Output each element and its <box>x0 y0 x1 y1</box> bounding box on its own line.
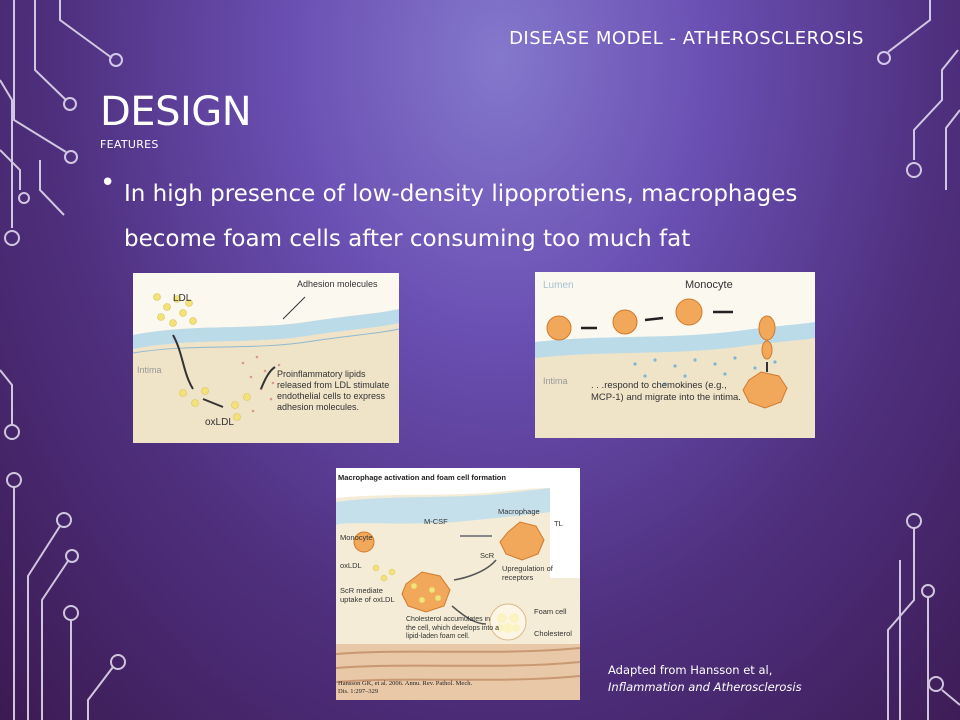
ldl-label: LDL <box>173 293 192 304</box>
monocyte-label-3: Monocyte <box>340 533 373 542</box>
monocyte-label: Monocyte <box>685 279 733 291</box>
oxldl-label-3: oxLDL <box>340 561 362 570</box>
slide-header: DISEASE MODEL - ATHEROSCLEROSIS <box>509 28 864 49</box>
oxldl-label: oxLDL <box>205 417 234 428</box>
macrophage-label: Macrophage <box>498 507 540 516</box>
figure-foam-cell-formation: Macrophage activation and foam cell form… <box>336 468 580 700</box>
intima-label-2: Intima <box>543 376 568 386</box>
upregulation-label: Upregulation of receptors <box>502 564 553 582</box>
figure1-caption: Proinflammatory lipids released from LDL… <box>277 369 390 412</box>
slide-subtitle: FEATURES <box>100 138 159 151</box>
bullet-icon: • <box>100 168 116 198</box>
tl-label: TL <box>554 519 563 528</box>
bullet-text: In high presence of low-density lipoprot… <box>124 181 798 252</box>
scr-mediate-label: ScR mediate uptake of oxLDL <box>340 586 395 604</box>
cholesterol-note: Cholesterol accumulates in the cell, whi… <box>406 616 499 640</box>
credit-line-2: Inflammation and Atherosclerosis <box>608 680 802 694</box>
intima-label: Intima <box>137 365 162 375</box>
scr-label: ScR <box>480 551 495 560</box>
figure3-citation: Hansson GK, et al. 2006. Annu. Rev. Path… <box>338 680 473 695</box>
figure3-title-line: Macrophage activation and foam cell form… <box>338 473 506 482</box>
foam-cell-label: Foam cell <box>534 607 567 616</box>
image-credit: Adapted from Hansson et al, Inflammation… <box>608 662 802 696</box>
lumen-label: Lumen <box>543 280 574 291</box>
slide-title: DESIGN <box>100 89 252 135</box>
figure-ldl-adhesion: LDL Adhesion molecules Intima oxLDL Proi… <box>133 273 399 443</box>
figure2-caption: . . .respond to chemokines (e.g., MCP-1)… <box>591 380 741 403</box>
mcsf-label: M-CSF <box>424 517 448 526</box>
cholesterol-label: Cholesterol <box>534 629 572 638</box>
credit-line-1: Adapted from Hansson et al, <box>608 663 773 677</box>
adhesion-label: Adhesion molecules <box>297 279 378 289</box>
figure-monocyte-migration: Lumen Monocyte Intima . . .respond to ch… <box>535 272 815 438</box>
